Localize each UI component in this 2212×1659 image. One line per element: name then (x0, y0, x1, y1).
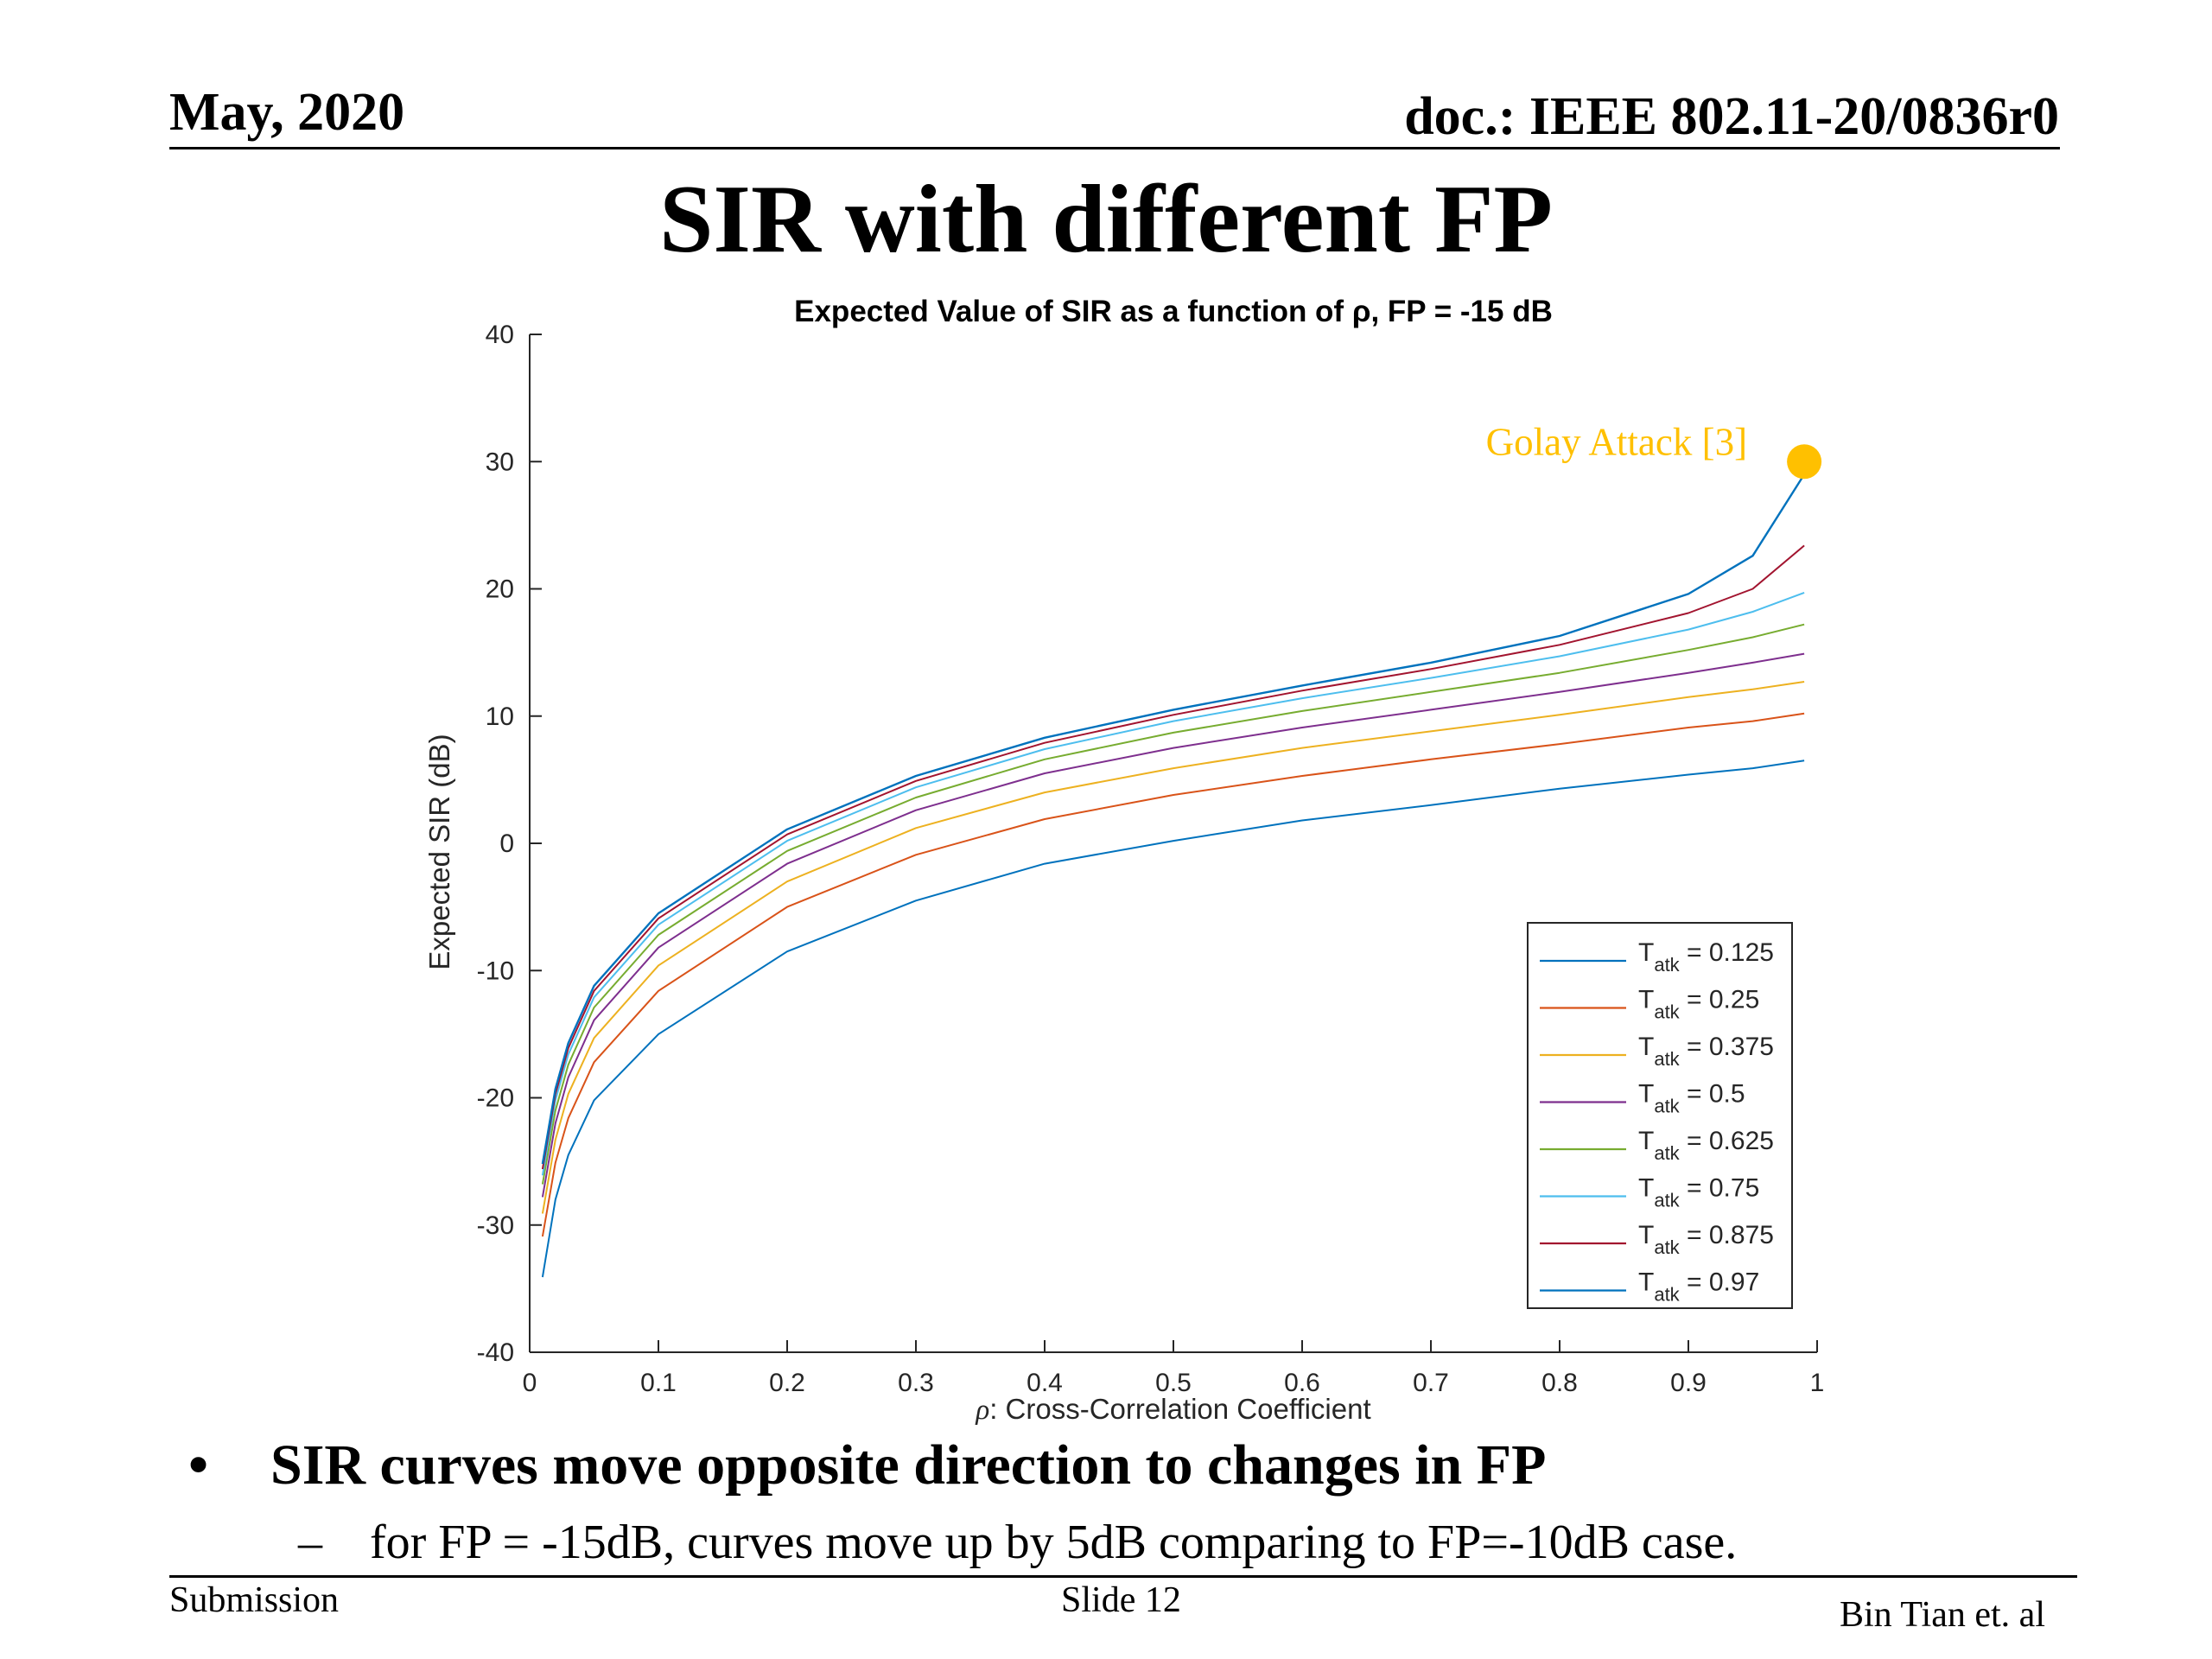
y-tick-label: 0 (499, 830, 514, 858)
header-rule (169, 147, 2060, 149)
y-tick-label: 20 (486, 575, 514, 604)
sir-chart: Expected Value of SIR as a function of ρ… (423, 295, 1825, 1426)
series-line-1 (541, 760, 1805, 1278)
footer-authors: Bin Tian et. al (1839, 1595, 2045, 1635)
x-tick-label: 0.4 (1027, 1369, 1063, 1397)
y-tick-label: 40 (486, 321, 514, 349)
footer-submission: Submission (169, 1580, 340, 1620)
bullet-marker: • (188, 1433, 209, 1497)
series-line-8 (541, 474, 1806, 1165)
legend-label-6: Tatk = 0.75 (1638, 1174, 1759, 1211)
legend-label-2: Tatk = 0.25 (1638, 986, 1759, 1023)
x-tick-label: 0.6 (1284, 1369, 1320, 1397)
y-tick-label: 30 (486, 448, 514, 476)
x-tick-label: 0 (523, 1369, 537, 1397)
legend-label-8: Tatk = 0.97 (1638, 1268, 1759, 1306)
legend-label-5: Tatk = 0.625 (1638, 1127, 1774, 1164)
x-tick-label: 0.2 (769, 1369, 805, 1397)
series-line-6 (541, 591, 1805, 1176)
x-tick-label: 0.1 (640, 1369, 677, 1397)
series-line-3 (541, 681, 1805, 1214)
legend-label-3: Tatk = 0.375 (1638, 1033, 1774, 1070)
golay-attack-label: Golay Attack [3] (1486, 420, 1747, 463)
x-tick-label: 0.9 (1670, 1369, 1707, 1397)
x-tick-label: 0.3 (898, 1369, 934, 1397)
x-tick-label: 0.5 (1155, 1369, 1192, 1397)
series-line-4 (541, 652, 1805, 1198)
chart-title: Expected Value of SIR as a function of ρ… (794, 295, 1553, 328)
y-axis-label: Expected SIR (dB) (423, 734, 455, 969)
y-tick-label: -30 (477, 1211, 514, 1240)
x-axis-label: ρ: Cross-Correlation Coefficient (975, 1393, 1370, 1426)
legend-label-4: Tatk = 0.5 (1638, 1080, 1745, 1117)
header-date: May, 2020 (169, 83, 405, 142)
sub-bullet-marker: – (298, 1516, 322, 1569)
series-line-7 (541, 544, 1805, 1170)
golay-attack-marker (1787, 444, 1822, 480)
header-doc-id: doc.: IEEE 802.11-20/0836r0 (1404, 87, 2059, 146)
legend-label-7: Tatk = 0.875 (1638, 1221, 1774, 1258)
series-line-2 (541, 712, 1805, 1237)
sub-bullet-text: for FP = -15dB, curves move up by 5dB co… (370, 1516, 1738, 1569)
footer-rule (169, 1575, 2077, 1578)
y-tick-label: -10 (477, 957, 514, 985)
x-tick-label: 1 (1810, 1369, 1825, 1397)
bullet-text: SIR curves move opposite direction to ch… (270, 1433, 1547, 1497)
legend-label-1: Tatk = 0.125 (1638, 938, 1774, 976)
y-tick-label: 10 (486, 702, 514, 731)
y-tick-label: -40 (477, 1338, 514, 1367)
slide-title: SIR with different FP (659, 166, 1553, 273)
footer-slide-number: Slide 12 (1061, 1580, 1181, 1620)
x-tick-label: 0.8 (1541, 1369, 1578, 1397)
series-line-5 (541, 623, 1805, 1185)
x-tick-label: 0.7 (1413, 1369, 1449, 1397)
y-tick-label: -20 (477, 1084, 514, 1113)
